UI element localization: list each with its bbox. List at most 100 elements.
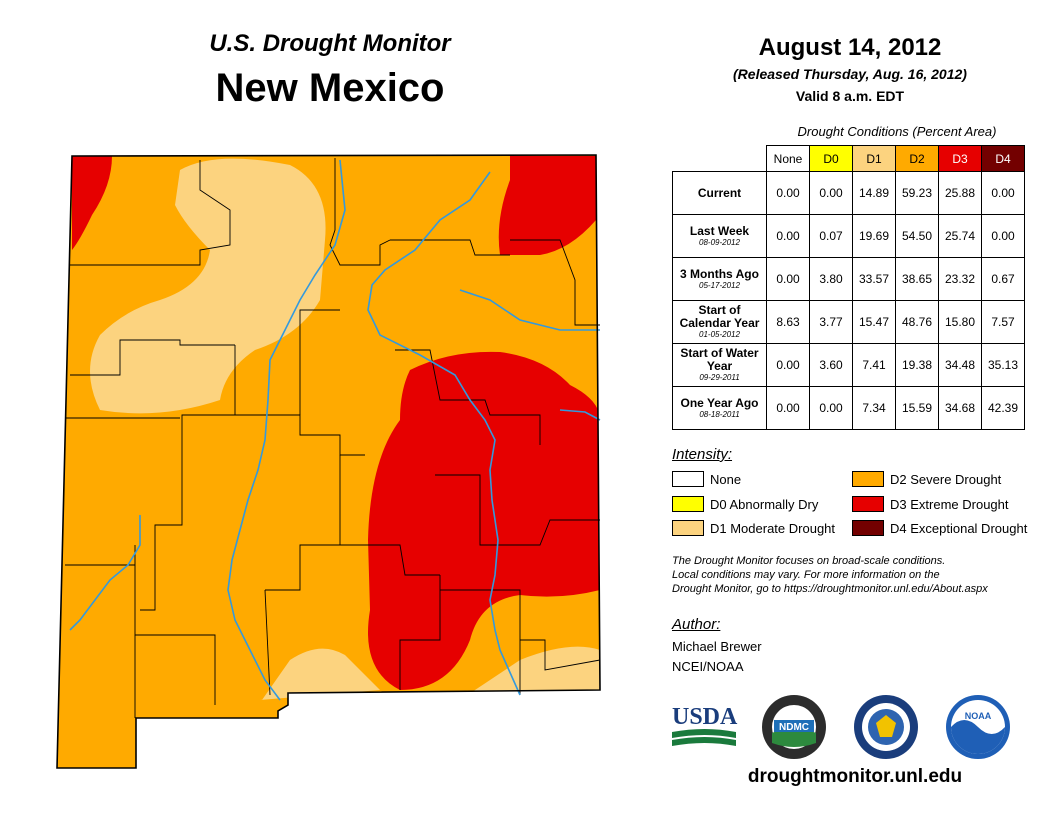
legend-label: None [710, 471, 742, 487]
d3-extreme-region-northwest [72, 156, 112, 250]
row-label: Current [672, 171, 767, 215]
note-line: Drought Monitor, go to https://droughtmo… [672, 583, 988, 595]
legend-swatch [852, 471, 884, 487]
legend-label: D2 Severe Drought [890, 471, 1002, 487]
publication-title: U.S. Drought Monitor [209, 30, 451, 57]
table-cell: 0.67 [981, 257, 1025, 301]
legend-swatch [672, 471, 704, 487]
table-cell: 3.80 [809, 257, 853, 301]
row-date: 08-09-2012 [699, 237, 740, 247]
table-cell: 19.69 [852, 214, 896, 258]
legend-item-d2: D2 Severe Drought [852, 471, 1001, 487]
table-cell: 3.60 [809, 343, 853, 387]
row-label: 3 Months Ago 05-17-2012 [672, 257, 767, 301]
table-cell: 34.48 [938, 343, 982, 387]
table-cell: 0.07 [809, 214, 853, 258]
table-cell: 0.00 [981, 214, 1025, 258]
legend-label: D4 Exceptional Drought [890, 520, 1028, 536]
noaa-logo-text: NOAA [965, 711, 992, 721]
row-label-text: Start of Calendar Year [679, 303, 760, 330]
col-header-d0: D0 [809, 145, 853, 172]
table-row: Current 0.00 0.00 14.89 59.23 25.88 0.00 [672, 171, 1025, 215]
table-cell: 25.74 [938, 214, 982, 258]
table-row: Start of Water Year 09-29-2011 0.00 3.60 7.4… [672, 343, 1025, 387]
table-cell: 15.80 [938, 300, 982, 344]
table-cell: 8.63 [766, 300, 810, 344]
table-cell: 7.57 [981, 300, 1025, 344]
row-label: Start of Water Year 09-29-2011 [672, 343, 767, 387]
noaa-logo: NOAA [946, 695, 1010, 759]
row-label-text: Last Week [689, 223, 750, 238]
table-row: One Year Ago 08-18-2011 0.00 0.00 7.34 15.59 3… [672, 386, 1025, 430]
row-date: 01-05-2012 [699, 330, 740, 339]
table-cell: 42.39 [981, 386, 1025, 430]
d1-moderate-region-north [90, 158, 326, 414]
table-cell: 14.89 [852, 171, 896, 215]
d3-extreme-region-east [368, 351, 600, 690]
legend-swatch [672, 520, 704, 536]
legend-label: D0 Abnormally Dry [710, 496, 819, 512]
legend-item-d4: D4 Exceptional Drought [852, 520, 1027, 536]
drought-stats-table: None D0 D1 D2 D3 D4 Current 0.00 0.00 14.89… [672, 145, 1025, 430]
state-outline [56, 154, 601, 769]
table-caption: Drought Conditions (Percent Area) [797, 124, 997, 139]
table-row: Start of Calendar Year 01-05-2012 8.63 3.77… [672, 300, 1025, 344]
rivers [69, 159, 601, 701]
author-name: Michael Brewer [672, 639, 762, 654]
row-date: 09-29-2011 [699, 373, 740, 382]
legend-swatch [672, 496, 704, 512]
table-cell: 15.47 [852, 300, 896, 344]
table-cell: 34.68 [938, 386, 982, 430]
table-cell: 0.00 [766, 386, 810, 430]
legend-item-d0: D0 Abnormally Dry [672, 496, 818, 512]
legend-swatch [852, 496, 884, 512]
disclaimer-note: The Drought Monitor focuses on broad-sca… [672, 554, 1052, 596]
legend-title: Intensity: [672, 446, 733, 463]
table-cell: 7.34 [852, 386, 896, 430]
row-label-text: 3 Months Ago [680, 266, 759, 281]
row-label: Start of Calendar Year 01-05-2012 [672, 300, 767, 344]
website-link[interactable]: droughtmonitor.unl.edu [747, 766, 963, 787]
table-cell: 3.77 [809, 300, 853, 344]
col-header-d3: D3 [938, 145, 982, 172]
note-line: The Drought Monitor focuses on broad-sca… [672, 555, 946, 567]
d1-moderate-region-southeast [460, 646, 600, 700]
col-header-d2: D2 [895, 145, 939, 172]
note-line: Local conditions may vary. For more info… [672, 569, 940, 581]
table-cell: 35.13 [981, 343, 1025, 387]
row-label-text: Current [697, 185, 742, 200]
table-cell: 19.38 [895, 343, 939, 387]
row-label-text: One Year Ago [680, 395, 759, 410]
table-cell: 0.00 [766, 214, 810, 258]
legend-item-none: None [672, 471, 741, 487]
row-label: One Year Ago 08-18-2011 [672, 386, 767, 430]
map-date: August 14, 2012 [758, 34, 942, 61]
d1-moderate-region-south [260, 648, 380, 700]
legend-item-d3: D3 Extreme Drought [852, 496, 1009, 512]
ndmc-logo-text: NDMC [779, 722, 809, 733]
legend-swatch [852, 520, 884, 536]
table-row: 3 Months Ago 05-17-2012 0.00 3.80 33.57 38.65… [672, 257, 1025, 301]
col-header-d1: D1 [852, 145, 896, 172]
table-cell: 0.00 [766, 171, 810, 215]
legend-item-d1: D1 Moderate Drought [672, 520, 835, 536]
author-info: Michael Brewer NCEI/NOAA [672, 637, 762, 677]
author-org: NCEI/NOAA [672, 659, 744, 674]
table-cell: 54.50 [895, 214, 939, 258]
table-cell: 0.00 [766, 343, 810, 387]
table-cell: 0.00 [809, 171, 853, 215]
table-cell: 59.23 [895, 171, 939, 215]
table-cell: 48.76 [895, 300, 939, 344]
table-cell: 15.59 [895, 386, 939, 430]
usda-logo: USDA [672, 704, 738, 746]
table-cell: 0.00 [809, 386, 853, 430]
d3-extreme-region-northeast [498, 156, 596, 255]
table-cell: 38.65 [895, 257, 939, 301]
table-cell: 0.00 [981, 171, 1025, 215]
row-label: Last Week 08-09-2012 [672, 214, 767, 258]
county-boundaries [65, 158, 601, 718]
table-cell: 7.41 [852, 343, 896, 387]
author-heading: Author: [672, 616, 721, 633]
table-cell: 25.88 [938, 171, 982, 215]
legend-label: D1 Moderate Drought [710, 520, 836, 536]
